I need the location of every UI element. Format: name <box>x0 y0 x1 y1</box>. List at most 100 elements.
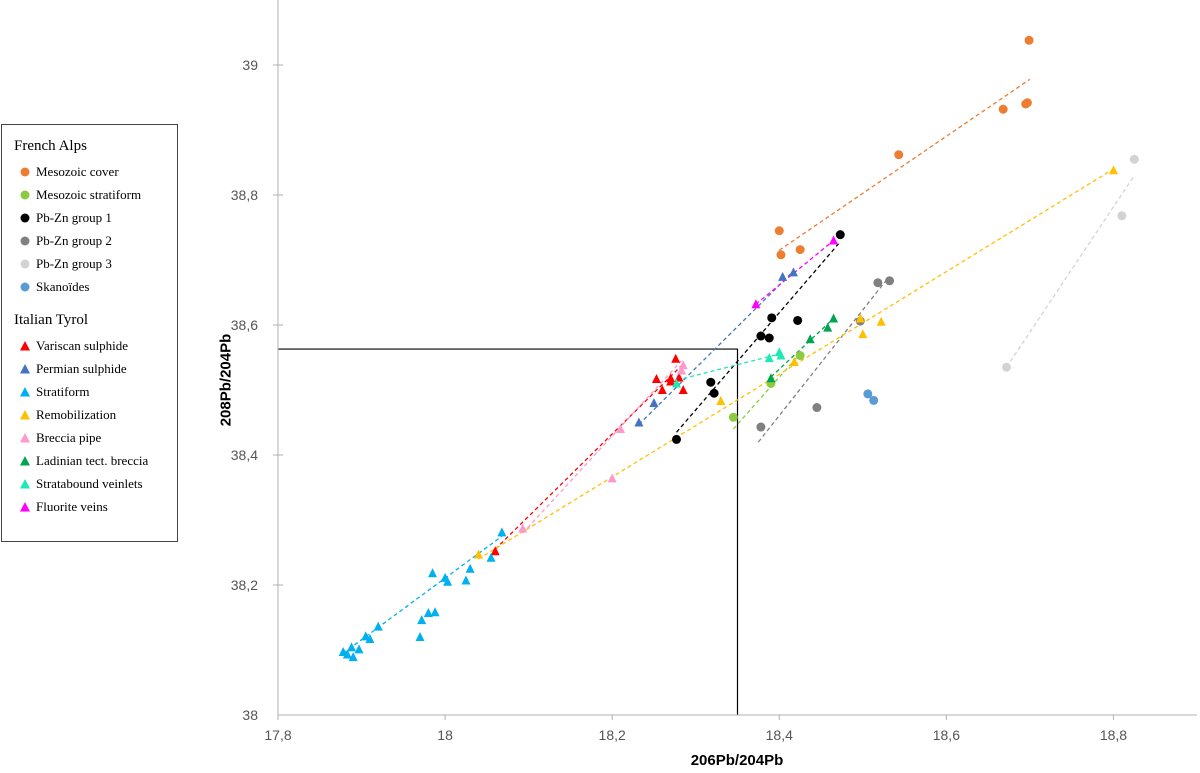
legend-group-title: Italian Tyrol <box>14 312 89 328</box>
data-point <box>706 377 716 387</box>
legend-label: Pb-Zn group 3 <box>36 256 112 271</box>
data-point <box>812 403 822 413</box>
data-point <box>518 523 528 533</box>
legend-label: Skanoïdes <box>36 279 90 294</box>
legend-label: Mesozoic stratiform <box>36 187 142 202</box>
data-point <box>354 644 364 654</box>
x-tick-label: 18,8 <box>1100 727 1127 743</box>
legend-marker <box>20 479 30 489</box>
data-point <box>616 424 626 433</box>
data-point <box>672 434 682 444</box>
data-point <box>651 373 661 383</box>
data-point <box>855 313 865 323</box>
trend-line <box>522 360 683 534</box>
data-point <box>709 388 719 398</box>
trend-line <box>757 277 889 443</box>
data-point <box>858 329 868 339</box>
data-point <box>829 235 839 245</box>
data-point <box>474 549 484 559</box>
legend-marker <box>20 433 30 443</box>
y-tick-label: 38 <box>242 707 258 723</box>
data-point <box>461 575 471 585</box>
data-point <box>793 315 803 325</box>
data-point <box>365 633 375 643</box>
data-point <box>348 652 358 662</box>
data-point <box>342 649 352 659</box>
legend-label: Permian sulphide <box>36 361 127 376</box>
data-point <box>657 385 667 394</box>
trend-line <box>638 270 794 425</box>
legend-label: Mesozoic cover <box>36 164 119 179</box>
inset-box-outline <box>278 348 739 715</box>
data-points <box>338 35 1139 662</box>
data-point <box>486 552 496 562</box>
legend-label: Fluorite veins <box>36 499 108 514</box>
data-point <box>776 350 786 360</box>
data-point <box>756 422 766 432</box>
data-point <box>1108 165 1118 175</box>
y-tick-label: 38,8 <box>231 187 258 203</box>
data-point <box>751 299 761 309</box>
legend-marker <box>20 236 30 246</box>
data-point <box>885 276 895 286</box>
trend-line <box>494 363 684 550</box>
y-tick-label: 38,4 <box>231 447 258 463</box>
data-point <box>823 322 833 332</box>
legend-label: Variscan sulphide <box>36 338 129 353</box>
data-point <box>677 365 687 375</box>
data-point <box>497 527 507 537</box>
tick-labels: 38 38,2 38,4 38,6 38,8 39 17,8 18 18,2 18,4 18,6 18… <box>231 57 1128 743</box>
y-tick-label: 39 <box>242 57 258 73</box>
data-point <box>347 642 357 652</box>
data-point <box>465 563 475 573</box>
data-point <box>795 245 805 255</box>
trend-line <box>778 78 1031 251</box>
x-tick-label: 18 <box>437 727 453 743</box>
legend-marker <box>20 282 30 292</box>
data-point <box>829 313 839 323</box>
data-point <box>1024 35 1034 45</box>
legend: French Alps Mesozoic cover Mesozoic strati… <box>1 124 178 542</box>
data-point <box>767 313 777 323</box>
y-gridlines <box>273 64 1114 720</box>
data-point <box>778 271 788 281</box>
data-point <box>789 357 799 367</box>
data-point <box>607 473 617 483</box>
legend-label: Ladinian tect. breccia <box>36 453 149 468</box>
data-point <box>373 621 383 631</box>
trend-line <box>732 353 801 430</box>
data-point <box>671 353 681 363</box>
legend-label: Pb-Zn group 1 <box>36 210 112 225</box>
data-point <box>835 230 845 240</box>
x-tick-label: 18,4 <box>766 727 793 743</box>
data-point <box>1022 98 1032 108</box>
data-point <box>634 417 644 427</box>
data-point <box>678 360 688 370</box>
legend-marker <box>20 190 30 200</box>
data-point <box>795 351 805 361</box>
legend-label: Pb-Zn group 2 <box>36 233 112 248</box>
data-point <box>678 385 688 394</box>
data-point <box>873 278 883 288</box>
data-point <box>805 334 815 344</box>
data-point <box>788 267 798 277</box>
inset-box <box>278 348 739 715</box>
y-tick-label: 38,6 <box>231 317 258 333</box>
legend-label: Stratiform <box>36 384 90 399</box>
data-point <box>1002 362 1012 372</box>
legend-marker <box>20 364 30 374</box>
legend-marker <box>20 387 30 397</box>
legend-marker <box>20 410 30 420</box>
trend-line <box>676 352 782 381</box>
data-point <box>876 316 886 326</box>
data-point <box>863 389 873 399</box>
data-point <box>716 396 726 406</box>
legend-marker <box>20 259 30 269</box>
data-point <box>443 576 453 586</box>
data-point <box>666 373 676 383</box>
data-point <box>430 607 440 617</box>
legend-group-title: French Alps <box>14 138 87 154</box>
data-point <box>428 568 438 578</box>
data-point <box>649 398 659 407</box>
